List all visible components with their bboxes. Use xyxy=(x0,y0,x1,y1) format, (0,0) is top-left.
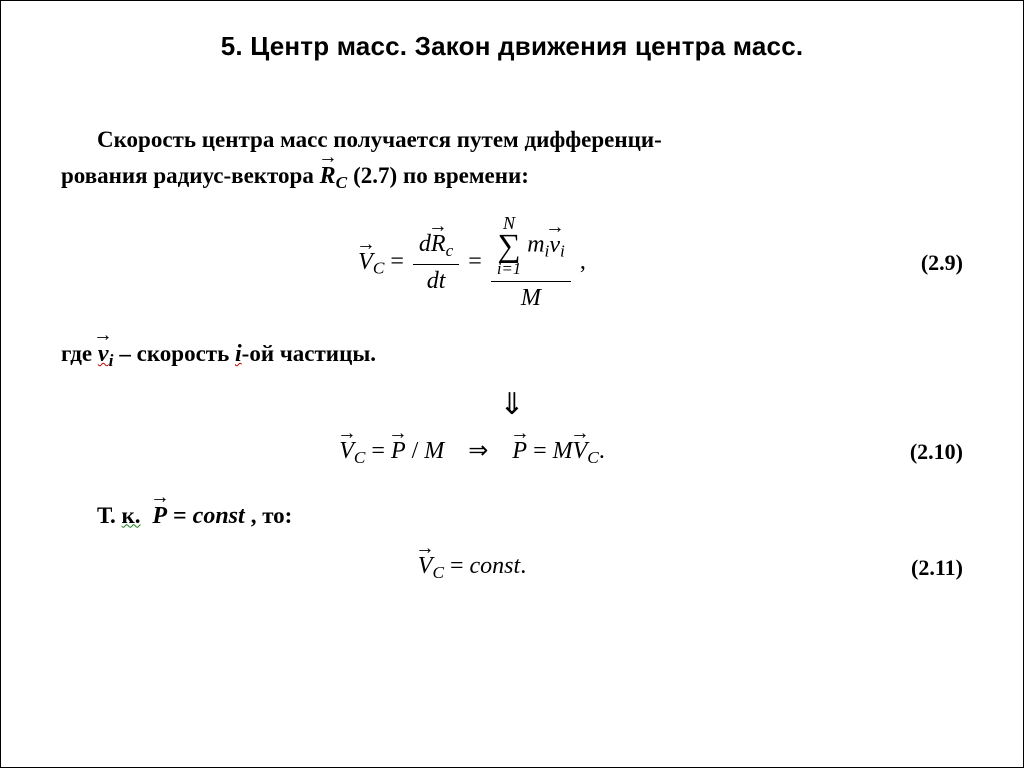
equation-2-11-row: VC = const. (2.11) xyxy=(61,553,963,583)
equation-2-10-number: (2.10) xyxy=(883,439,963,465)
page-title: 5. Центр масс. Закон движения центра мас… xyxy=(61,31,963,62)
down-arrow-icon: ⇓ xyxy=(61,387,963,422)
p1-line1: Скорость центра масс получается путем ди… xyxy=(97,127,662,152)
equation-2-9-number: (2.9) xyxy=(883,250,963,276)
equation-2-9-row: VC = dRc dt = N ∑ i=1 mivi M xyxy=(61,214,963,312)
paragraph-1: Скорость центра масс получается путем ди… xyxy=(61,122,963,196)
p1-line2-mid: (2.7) по времени: xyxy=(353,163,529,188)
vec-Rc-sub: C xyxy=(336,172,348,191)
equation-2-10-row: VC = P / M ⇒ P = MVC. (2.10) xyxy=(61,436,963,468)
vec-Rc: R xyxy=(320,158,336,195)
equation-2-11-number: (2.11) xyxy=(883,555,963,581)
equation-2-9: VC = dRc dt = N ∑ i=1 mivi M xyxy=(61,214,883,312)
where-line: где vi – скорость i-ой частицы. xyxy=(61,336,963,375)
document-page: 5. Центр масс. Закон движения центра мас… xyxy=(0,0,1024,768)
equation-2-10: VC = P / M ⇒ P = MVC. xyxy=(61,436,883,468)
equation-2-11: VC = const. xyxy=(61,553,883,583)
p1-line2-prefix: рования радиус-вектора xyxy=(61,163,320,188)
tk-line: Т. к. P = const , то: xyxy=(61,498,963,535)
